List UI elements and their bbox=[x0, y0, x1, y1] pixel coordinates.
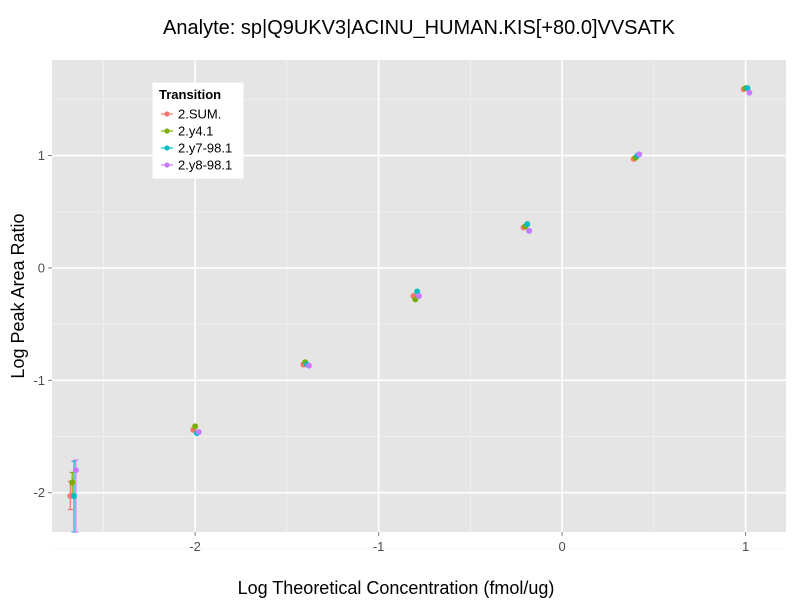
y-tick-label: 1 bbox=[38, 148, 45, 163]
y-axis-title: Log Peak Area Ratio bbox=[8, 213, 28, 378]
legend-key-point bbox=[164, 128, 170, 134]
data-point bbox=[746, 89, 753, 96]
legend-label: 2.SUM. bbox=[178, 107, 221, 122]
data-point bbox=[636, 151, 643, 158]
x-axis-title: Log Theoretical Concentration (fmol/ug) bbox=[238, 578, 555, 598]
x-tick-label: 1 bbox=[742, 539, 749, 554]
data-point bbox=[526, 227, 533, 234]
y-tick-label: -1 bbox=[33, 373, 45, 388]
y-tick-label: -2 bbox=[33, 485, 45, 500]
chart-title: Analyte: sp|Q9UKV3|ACINU_HUMAN.KIS[+80.0… bbox=[163, 17, 676, 39]
x-tick-label: -1 bbox=[373, 539, 385, 554]
data-point bbox=[69, 479, 76, 486]
data-point bbox=[192, 423, 199, 430]
data-point bbox=[744, 85, 751, 92]
x-axis-ticks: -2 -1 0 1 bbox=[189, 532, 749, 554]
legend-key-point bbox=[164, 162, 170, 168]
y-axis-ticks: -2 -1 0 1 bbox=[33, 148, 52, 500]
data-point bbox=[305, 362, 312, 369]
x-tick-label: 0 bbox=[559, 539, 566, 554]
legend-items: 2.SUM. 2.y4.1 2.y7-98.1 2.y8-98.1 bbox=[161, 107, 232, 173]
data-point bbox=[414, 288, 421, 295]
legend-label: 2.y7-98.1 bbox=[178, 141, 232, 156]
x-tick-label: -2 bbox=[189, 539, 201, 554]
data-point bbox=[72, 467, 79, 474]
major-gridlines bbox=[52, 60, 786, 532]
data-point bbox=[71, 493, 78, 500]
legend-label: 2.y8-98.1 bbox=[178, 158, 232, 173]
y-tick-label: 0 bbox=[38, 260, 45, 275]
legend-title: Transition bbox=[159, 87, 221, 102]
data-points bbox=[67, 85, 753, 500]
legend-key-point bbox=[164, 145, 170, 151]
legend: Transition 2.SUM. 2.y4.1 2.y7-98.1 2.y8-98.… bbox=[152, 82, 244, 179]
data-point bbox=[524, 221, 531, 228]
legend-label: 2.y4.1 bbox=[178, 124, 213, 139]
data-point bbox=[195, 428, 202, 435]
legend-key-point bbox=[164, 111, 170, 117]
data-point bbox=[416, 293, 422, 299]
